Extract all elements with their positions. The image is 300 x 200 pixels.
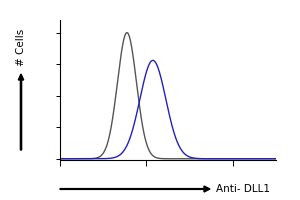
Text: Anti- DLL1: Anti- DLL1 bbox=[216, 184, 270, 194]
Text: # Cells: # Cells bbox=[16, 29, 26, 66]
